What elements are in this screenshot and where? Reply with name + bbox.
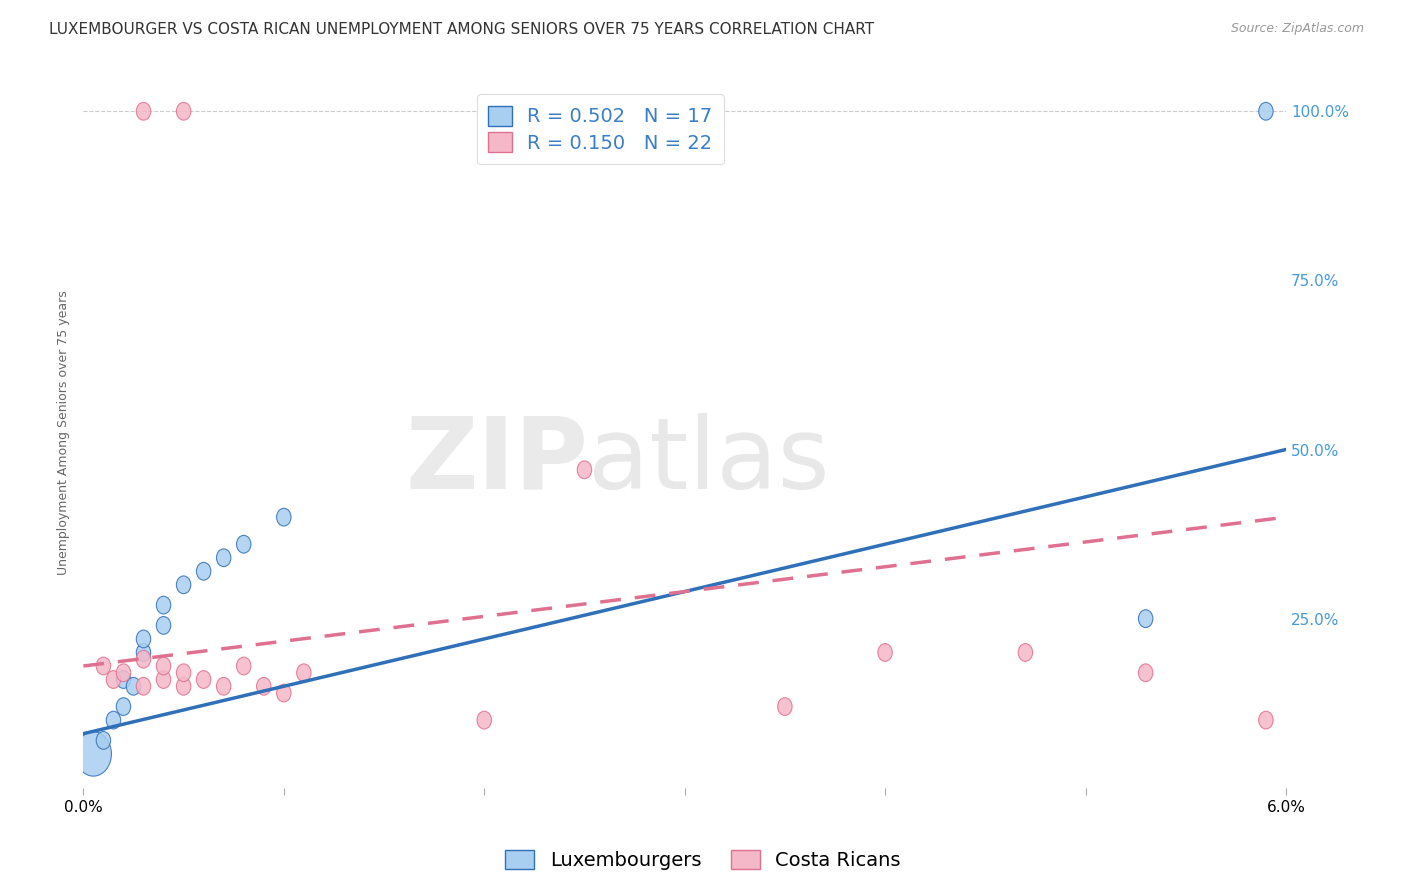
Ellipse shape <box>1139 664 1153 681</box>
Ellipse shape <box>117 698 131 715</box>
Ellipse shape <box>96 731 111 749</box>
Legend: Luxembourgers, Costa Ricans: Luxembourgers, Costa Ricans <box>498 842 908 878</box>
Text: atlas: atlas <box>589 412 830 509</box>
Ellipse shape <box>76 731 111 776</box>
Ellipse shape <box>136 103 150 120</box>
Ellipse shape <box>117 664 131 681</box>
Ellipse shape <box>256 677 271 695</box>
Ellipse shape <box>117 671 131 689</box>
Ellipse shape <box>127 677 141 695</box>
Ellipse shape <box>236 535 250 553</box>
Ellipse shape <box>1139 610 1153 627</box>
Ellipse shape <box>156 657 170 675</box>
Ellipse shape <box>217 549 231 566</box>
Ellipse shape <box>136 650 150 668</box>
Ellipse shape <box>1258 711 1272 729</box>
Ellipse shape <box>277 684 291 702</box>
Ellipse shape <box>176 576 191 594</box>
Ellipse shape <box>156 596 170 614</box>
Ellipse shape <box>136 630 150 648</box>
Ellipse shape <box>176 664 191 681</box>
Ellipse shape <box>107 711 121 729</box>
Ellipse shape <box>176 103 191 120</box>
Ellipse shape <box>136 677 150 695</box>
Ellipse shape <box>107 671 121 689</box>
Ellipse shape <box>778 698 792 715</box>
Ellipse shape <box>96 657 111 675</box>
Ellipse shape <box>136 643 150 661</box>
Text: Source: ZipAtlas.com: Source: ZipAtlas.com <box>1230 22 1364 36</box>
Ellipse shape <box>1018 643 1032 661</box>
Ellipse shape <box>297 664 311 681</box>
Ellipse shape <box>217 677 231 695</box>
Legend: R = 0.502   N = 17, R = 0.150   N = 22: R = 0.502 N = 17, R = 0.150 N = 22 <box>477 95 724 164</box>
Ellipse shape <box>197 671 211 689</box>
Text: ZIP: ZIP <box>405 412 589 509</box>
Y-axis label: Unemployment Among Seniors over 75 years: Unemployment Among Seniors over 75 years <box>58 290 70 575</box>
Text: LUXEMBOURGER VS COSTA RICAN UNEMPLOYMENT AMONG SENIORS OVER 75 YEARS CORRELATION: LUXEMBOURGER VS COSTA RICAN UNEMPLOYMENT… <box>49 22 875 37</box>
Ellipse shape <box>877 643 893 661</box>
Ellipse shape <box>578 461 592 479</box>
Ellipse shape <box>197 562 211 580</box>
Ellipse shape <box>156 616 170 634</box>
Ellipse shape <box>156 671 170 689</box>
Ellipse shape <box>236 657 250 675</box>
Ellipse shape <box>176 677 191 695</box>
Ellipse shape <box>277 508 291 526</box>
Ellipse shape <box>477 711 492 729</box>
Ellipse shape <box>1258 103 1272 120</box>
